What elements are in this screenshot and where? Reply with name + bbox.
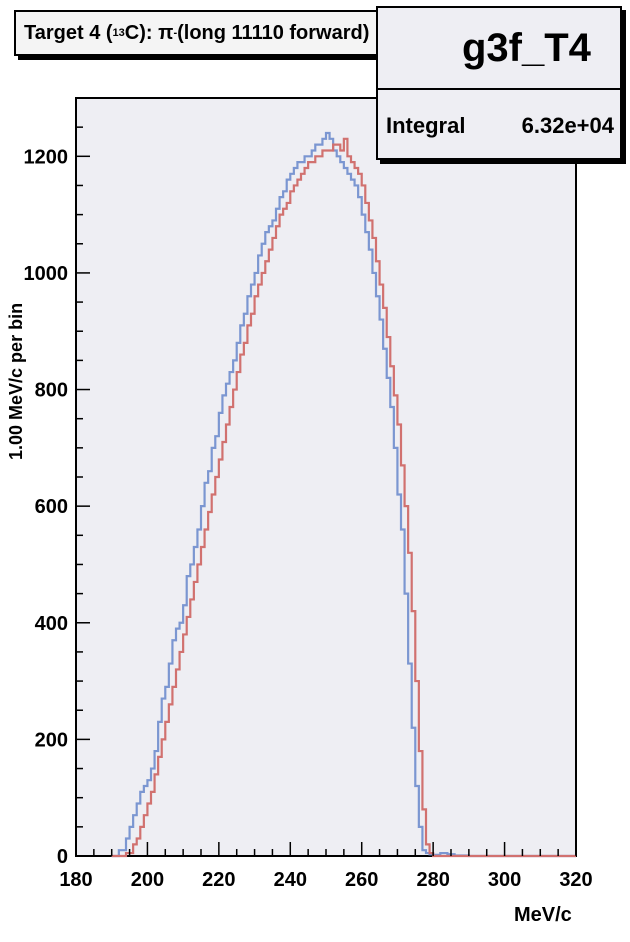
- integral-label: Integral: [386, 113, 466, 138]
- title-rest: (long 11110 forward): [177, 21, 370, 44]
- x-tick-label: 280: [416, 869, 449, 891]
- title-charge: -: [173, 27, 178, 39]
- integral-row: Integral 6.32e+04: [386, 104, 614, 148]
- x-tick-label: 200: [131, 869, 164, 891]
- histogram-name: g3f_T4: [378, 8, 620, 90]
- plot-area: [75, 97, 577, 857]
- histogram-series-1: [111, 131, 576, 858]
- title-prefix: Target 4 (: [24, 21, 113, 44]
- y-tick-label: 600: [35, 496, 68, 518]
- y-tick-label: 1200: [24, 146, 69, 168]
- y-tick-label: 200: [35, 729, 68, 751]
- y-tick-label: 0: [57, 846, 68, 868]
- histogram-series-2: [111, 137, 576, 858]
- title-isotope-mass: 13: [112, 27, 125, 39]
- integral-value: 6.32e+04: [521, 113, 614, 138]
- y-tick-label: 400: [35, 613, 68, 635]
- stats-box: g3f_T4 Integral 6.32e+04: [376, 6, 622, 160]
- x-tick-label: 300: [488, 869, 521, 891]
- y-tick-label: 800: [35, 380, 68, 402]
- x-axis-label: MeV/c: [514, 904, 572, 926]
- y-axis-label: 1.00 MeV/c per bin: [6, 302, 26, 460]
- x-tick-label: 180: [59, 869, 92, 891]
- y-tick-label: 1000: [24, 263, 69, 285]
- x-tick-label: 320: [559, 869, 592, 891]
- title-element: C): π: [124, 21, 174, 44]
- x-tick-label: 240: [274, 869, 307, 891]
- x-tick-label: 260: [345, 869, 378, 891]
- x-tick-label: 220: [202, 869, 235, 891]
